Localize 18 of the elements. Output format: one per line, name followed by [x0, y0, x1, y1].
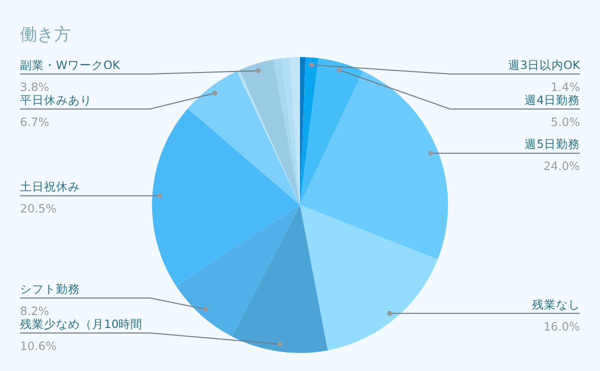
data-label: 6.7% [20, 115, 50, 129]
slice-label: 週5日勤務 [524, 137, 580, 152]
slice-label: シフト勤務 [20, 282, 80, 296]
data-label: 16.0% [543, 319, 580, 334]
slice-label: 土日祝休み [20, 180, 80, 194]
data-label: 20.5% [20, 202, 57, 216]
data-label: 1.4% [550, 80, 580, 94]
title: 働き方 [20, 25, 71, 45]
slice-label: 週4日勤務 [524, 93, 580, 107]
data-label: 5.0% [550, 115, 580, 129]
slice-label: 平日休みあり [20, 93, 92, 107]
slice-label: 残業少なめ（月10時間 [20, 317, 143, 331]
slice-label: 残業なし [532, 297, 580, 312]
data-label: 10.6% [20, 339, 57, 353]
data-label: 8.2% [20, 304, 50, 318]
data-label: 24.0% [543, 159, 580, 174]
slice-label: 副業・WワークOK [20, 58, 120, 72]
slice-label: 週3日以内OK [508, 58, 580, 72]
